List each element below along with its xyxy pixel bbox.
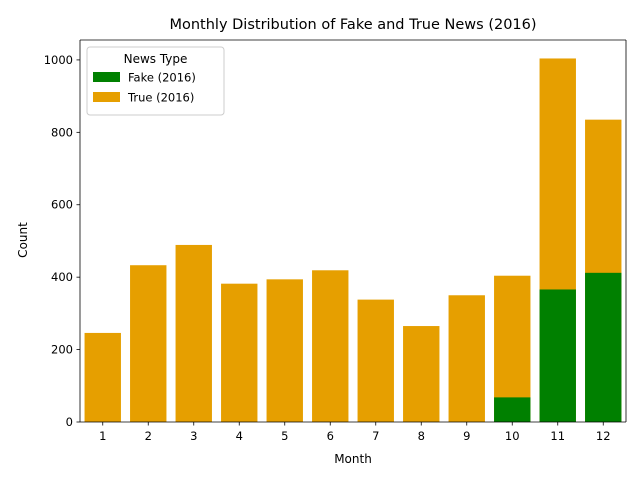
bar-true-2016-8 bbox=[403, 326, 440, 422]
bar-true-2016-7 bbox=[357, 299, 394, 422]
x-tick-label-11: 11 bbox=[550, 429, 565, 443]
x-tick-label-12: 12 bbox=[596, 429, 611, 443]
bar-true-2016-1 bbox=[84, 332, 121, 422]
legend-swatch-fake-2016 bbox=[93, 72, 120, 82]
y-tick-label-400: 400 bbox=[51, 270, 73, 284]
x-tick-label-7: 7 bbox=[372, 429, 379, 443]
bar-fake-2016-12 bbox=[585, 272, 622, 422]
x-tick-label-6: 6 bbox=[327, 429, 334, 443]
x-tick-label-1: 1 bbox=[99, 429, 106, 443]
x-tick-label-9: 9 bbox=[463, 429, 470, 443]
legend-swatch-true-2016 bbox=[93, 92, 120, 102]
x-tick-label-3: 3 bbox=[190, 429, 197, 443]
chart-title: Monthly Distribution of Fake and True Ne… bbox=[169, 17, 536, 33]
bar-true-2016-2 bbox=[130, 265, 167, 422]
x-axis-label: Month bbox=[334, 452, 372, 466]
bar-true-2016-3 bbox=[175, 244, 212, 422]
bar-fake-2016-11 bbox=[539, 289, 576, 422]
x-tick-label-5: 5 bbox=[281, 429, 288, 443]
bar-true-2016-5 bbox=[266, 279, 303, 422]
y-tick-label-200: 200 bbox=[51, 343, 73, 357]
y-axis-label: Count bbox=[16, 222, 30, 258]
x-tick-label-10: 10 bbox=[505, 429, 520, 443]
legend-label-true-2016: True (2016) bbox=[127, 91, 194, 105]
legend: News Type Fake (2016) True (2016) bbox=[86, 46, 225, 116]
legend-label-fake-2016: Fake (2016) bbox=[128, 71, 196, 85]
bar-fake-2016-10 bbox=[494, 397, 531, 422]
y-tick-label-800: 800 bbox=[51, 125, 73, 139]
legend-box bbox=[86, 46, 225, 116]
y-tick-label-600: 600 bbox=[51, 198, 73, 212]
x-tick-label-2: 2 bbox=[145, 429, 152, 443]
x-tick-label-8: 8 bbox=[418, 429, 425, 443]
bar-true-2016-6 bbox=[312, 270, 349, 422]
y-tick-label-1000: 1000 bbox=[44, 53, 73, 67]
bar-true-2016-4 bbox=[221, 283, 258, 422]
y-tick-label-0: 0 bbox=[66, 415, 73, 429]
legend-title: News Type bbox=[124, 52, 188, 66]
x-tick-label-4: 4 bbox=[236, 429, 243, 443]
bars-layer bbox=[84, 58, 622, 423]
bar-true-2016-9 bbox=[448, 295, 485, 422]
